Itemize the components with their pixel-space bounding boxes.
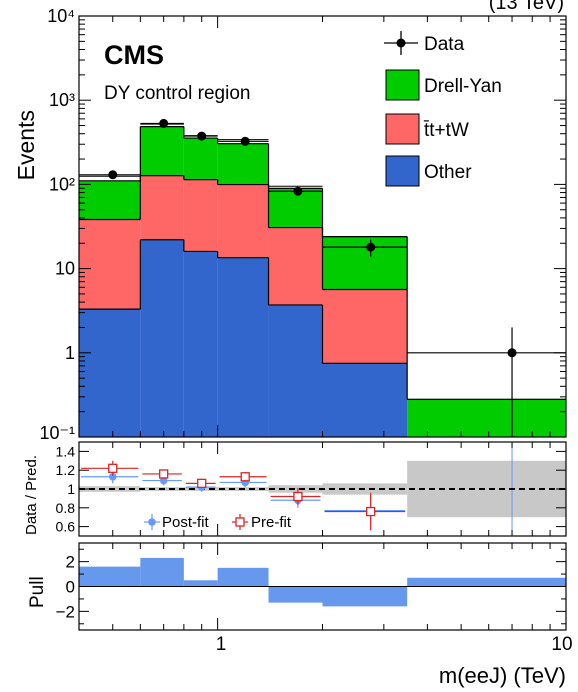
legend-prefit-label: Pre-fit — [251, 514, 292, 531]
legend-label-0: Drell-Yan — [424, 76, 502, 97]
pre-fit-point-1 — [159, 469, 169, 479]
pull-bar-4 — [268, 586, 323, 603]
bar-other-0 — [79, 309, 141, 437]
legend-label-1: t̄t+tW — [423, 120, 469, 141]
y-tick-label: 10⁴ — [47, 6, 75, 26]
pull-bar-3 — [217, 567, 269, 587]
uncertainty-band-4 — [268, 485, 323, 493]
bar-other-4 — [268, 304, 323, 437]
bar-other-2 — [183, 251, 218, 437]
x-tick-label: 1 — [216, 634, 227, 655]
outline-t-t-tw — [79, 175, 408, 291]
legend-postfit-label: Post-fit — [162, 514, 210, 531]
legend-label-2: Other — [424, 162, 472, 183]
y-tick-label: 10⁻¹ — [39, 423, 75, 443]
post-fit-point-0 — [108, 472, 117, 481]
legend-data-marker — [396, 38, 406, 48]
post-fit-point-1 — [159, 476, 168, 485]
pull-y-tick-label: 2 — [66, 553, 75, 572]
pull-y-tick-label: −2 — [56, 602, 75, 621]
data-point-2 — [197, 131, 207, 141]
y-tick-label: 10² — [49, 174, 75, 194]
bar-drell-yan-0 — [79, 180, 141, 220]
bar-t-t-tw-5 — [322, 289, 408, 364]
bar-drell-yan-1 — [140, 126, 184, 176]
ratio-y-tick-label: 0.6 — [56, 519, 76, 535]
legend-postfit-marker — [148, 518, 156, 526]
bar-t-t-tw-2 — [183, 179, 218, 252]
pull-bar-0 — [79, 566, 141, 587]
outline-other — [79, 239, 408, 364]
x-tick-label: 10 — [551, 634, 572, 655]
pull-y-tick-label: 0 — [66, 578, 75, 597]
data-point-4 — [293, 186, 303, 196]
bar-t-t-tw-3 — [217, 184, 269, 258]
pre-fit-point-3 — [240, 472, 250, 482]
y-tick-label: 10³ — [49, 90, 75, 110]
legend-prefit-marker — [235, 517, 245, 527]
region-label: DY control region — [104, 83, 250, 104]
main-events-panel: 10⁻¹ 1 10 10² 10³ 10⁴ Events Data Drell-Yan t̄t+t… — [13, 6, 567, 443]
data-point-0 — [108, 170, 118, 180]
legend-swatch-1 — [385, 113, 420, 145]
bar-t-t-tw-4 — [268, 227, 323, 305]
bar-drell-yan-2 — [183, 138, 218, 180]
lumi-label: (13 TeV) — [489, 0, 564, 14]
pre-fit-point-0 — [108, 463, 118, 473]
cms-label: CMS — [104, 40, 164, 70]
bar-t-t-tw-0 — [79, 219, 141, 310]
pull-bar-2 — [183, 580, 218, 587]
ratio-y-tick-label: 1.4 — [56, 443, 76, 459]
y-axis-label: Events — [13, 110, 39, 180]
legend-data-label: Data — [424, 34, 465, 55]
legend-swatch-0 — [385, 69, 420, 101]
pull-bar-6 — [407, 577, 566, 587]
pull-bar-1 — [140, 557, 184, 587]
bar-other-1 — [140, 239, 184, 437]
ratio-panel: 0.6 0.8 1 1.2 1.4 Data / Pred. Post-fit Pre-fit — [23, 441, 567, 537]
pull-bar-5 — [322, 586, 408, 607]
ratio-y-tick-label: 1 — [67, 481, 75, 497]
bar-drell-yan-5 — [322, 236, 408, 290]
data-point-6 — [507, 348, 517, 358]
bar-other-3 — [217, 257, 269, 437]
ratio-y-axis-label: Data / Pred. — [23, 455, 40, 535]
y-tick-label: 10 — [55, 259, 75, 279]
pre-fit-point-5 — [366, 506, 376, 517]
bar-t-t-tw-1 — [140, 175, 184, 240]
ratio-y-tick-label: 1.2 — [56, 462, 76, 478]
pull-y-axis-label: Pull — [27, 576, 48, 608]
figure-labels: (13 TeV) CMS DY control region — [104, 0, 564, 104]
data-point-3 — [240, 136, 250, 146]
y-tick-label: 1 — [65, 343, 75, 363]
data-point-5 — [366, 242, 376, 252]
bar-drell-yan-6 — [407, 399, 566, 437]
pre-fit-point-2 — [197, 478, 207, 489]
legend-swatch-2 — [385, 155, 420, 187]
data-point-1 — [159, 118, 169, 128]
bar-other-5 — [322, 363, 408, 437]
ratio-y-tick-label: 0.8 — [56, 500, 76, 516]
x-axis-label: m(eeJ) (TeV) — [439, 663, 566, 688]
pre-fit-point-4 — [293, 491, 303, 502]
pull-panel: −2 0 2 1 10 Pull m(eeJ) (TeV) — [27, 542, 573, 688]
bar-drell-yan-3 — [217, 143, 269, 185]
